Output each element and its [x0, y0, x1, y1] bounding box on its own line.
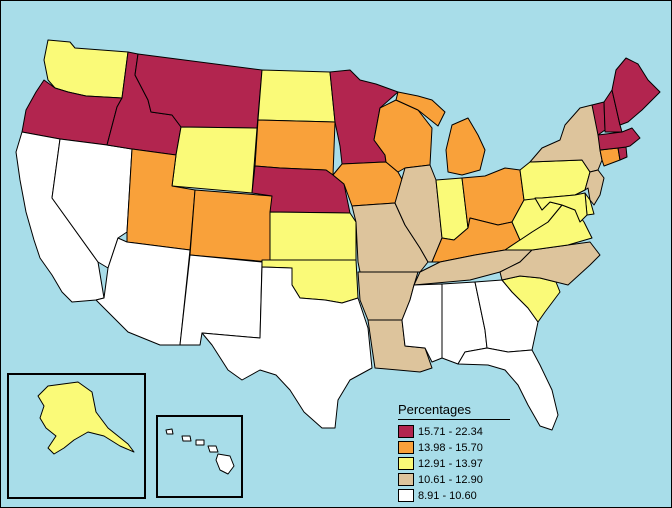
legend: Percentages 15.71 - 22.34 13.98 - 15.70 12…	[398, 402, 510, 504]
legend-item: 10.61 - 12.90	[398, 472, 510, 487]
state-co	[189, 189, 273, 263]
state-ma	[597, 127, 641, 151]
legend-label: 13.98 - 15.70	[418, 441, 483, 454]
legend-swatch	[398, 425, 414, 438]
legend-title: Percentages	[398, 402, 510, 420]
hawaii-inset-frame	[156, 415, 243, 498]
state-me	[611, 57, 661, 126]
state-mi	[395, 91, 486, 176]
state-fl	[457, 347, 559, 431]
legend-label: 15.71 - 22.34	[418, 425, 483, 438]
state-ri	[617, 146, 628, 161]
state-nd	[257, 69, 336, 123]
legend-item: 13.98 - 15.70	[398, 440, 510, 455]
legend-item: 15.71 - 22.34	[398, 424, 510, 439]
legend-swatch	[398, 457, 414, 470]
state-ak	[37, 381, 135, 455]
state-md	[534, 192, 588, 223]
state-nj	[584, 169, 605, 206]
legend-label: 8.91 - 10.60	[418, 489, 477, 502]
state-il	[394, 164, 443, 263]
state-ks	[269, 211, 357, 261]
alaska-inset-frame	[7, 373, 146, 499]
state-ne	[251, 165, 351, 214]
state-ct	[599, 147, 621, 167]
state-hi	[165, 428, 235, 475]
legend-swatch	[398, 489, 414, 502]
state-tx	[201, 266, 373, 429]
state-wy	[171, 126, 258, 194]
legend-item: 12.91 - 13.97	[398, 456, 510, 471]
state-nm	[179, 254, 263, 346]
legend-item: 8.91 - 10.60	[398, 488, 510, 503]
legend-label: 10.61 - 12.90	[418, 473, 483, 486]
legend-swatch	[398, 441, 414, 454]
legend-swatch	[398, 473, 414, 486]
legend-label: 12.91 - 13.97	[418, 457, 483, 470]
